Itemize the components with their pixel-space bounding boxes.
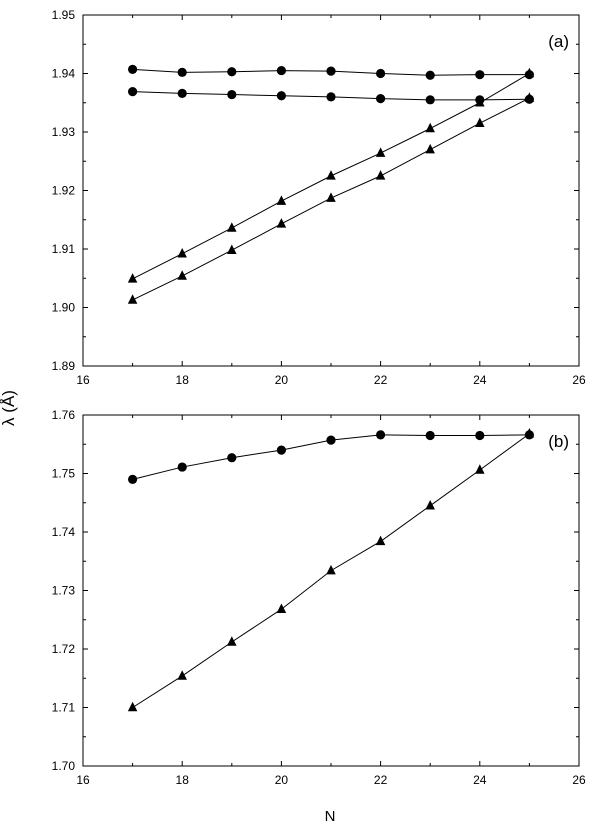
x-tick-label: 18 <box>176 373 190 387</box>
data-point-triangle <box>425 499 435 510</box>
data-point-triangle <box>375 147 386 157</box>
data-point-circle <box>227 453 237 463</box>
data-point-circle <box>326 435 336 445</box>
data-point-circle <box>276 65 286 76</box>
data-point-triangle <box>276 603 287 614</box>
x-tick-label: 22 <box>374 373 388 387</box>
y-tick-label: 1.92 <box>52 184 76 198</box>
data-point-triangle <box>276 195 287 205</box>
data-point-circle <box>128 474 138 484</box>
data-point-triangle <box>326 564 336 575</box>
data-point-triangle <box>524 92 535 102</box>
x-tick-label: 26 <box>572 373 586 387</box>
x-tick-label: 20 <box>275 373 289 387</box>
data-point-circle <box>425 70 435 80</box>
y-tick-label: 1.70 <box>52 759 76 773</box>
data-point-triangle <box>475 117 485 128</box>
data-point-circle <box>227 89 237 100</box>
data-point-triangle <box>326 170 336 180</box>
data-point-circle <box>177 88 187 98</box>
y-axis-label: λ (Å) <box>0 390 18 426</box>
data-point-circle <box>128 64 138 75</box>
y-tick-label: 1.73 <box>52 584 76 598</box>
x-tick-label: 24 <box>473 773 487 787</box>
y-tick-label: 1.76 <box>52 408 76 422</box>
y-tick-label: 1.91 <box>52 242 76 256</box>
data-point-triangle <box>475 97 485 107</box>
data-point-triangle <box>227 244 237 254</box>
data-point-triangle <box>524 67 535 78</box>
data-point-circle <box>376 68 386 79</box>
data-point-circle <box>227 67 237 77</box>
x-tick-label: 24 <box>473 373 487 387</box>
data-point-circle <box>128 87 138 97</box>
data-point-triangle <box>177 670 187 680</box>
x-axis-label: N <box>325 808 336 825</box>
data-point-triangle <box>127 294 138 304</box>
y-tick-label: 1.90 <box>52 301 76 315</box>
data-point-circle <box>376 430 386 440</box>
data-point-triangle <box>177 247 187 258</box>
data-point-triangle <box>375 535 386 546</box>
data-point-triangle <box>127 701 138 712</box>
x-tick-label: 16 <box>76 373 90 387</box>
data-point-triangle <box>276 218 287 228</box>
panel-label: (a) <box>548 32 569 51</box>
data-point-triangle <box>425 122 435 133</box>
data-point-triangle <box>375 170 386 180</box>
y-tick-label: 1.93 <box>52 125 76 139</box>
data-point-circle <box>177 462 187 472</box>
y-tick-label: 1.72 <box>52 642 76 656</box>
data-point-triangle <box>524 428 535 438</box>
data-point-circle <box>425 95 435 105</box>
plot-frame <box>82 414 580 767</box>
data-point-circle <box>376 94 386 104</box>
panel-b: 16 18 20 22 24 26 1.70 1.71 1.72 1.73 1.74 1.75 1.76… <box>52 408 586 787</box>
data-point-triangle <box>127 273 138 283</box>
x-tick-label: 26 <box>572 773 586 787</box>
y-tick-label: 1.89 <box>52 359 76 373</box>
data-point-triangle <box>227 636 237 646</box>
y-tick-label: 1.95 <box>52 8 76 22</box>
data-point-triangle <box>425 143 435 154</box>
data-point-circle <box>475 430 485 441</box>
x-tick-label: 18 <box>176 773 190 787</box>
data-point-circle <box>425 430 435 441</box>
y-tick-label: 1.94 <box>52 67 76 81</box>
data-point-triangle <box>177 270 187 280</box>
data-point-circle <box>475 70 485 80</box>
y-tick-label: 1.71 <box>52 701 76 715</box>
y-tick-label: 1.75 <box>52 467 76 481</box>
data-point-circle <box>276 445 286 455</box>
data-point-circle <box>326 66 336 76</box>
data-point-circle <box>177 67 187 77</box>
data-point-circle <box>276 91 286 101</box>
data-point-triangle <box>475 464 485 474</box>
y-tick-label: 1.74 <box>52 525 76 539</box>
panel-label: (b) <box>548 432 569 451</box>
x-tick-label: 20 <box>275 773 289 787</box>
data-point-triangle <box>227 222 237 232</box>
x-tick-label: 22 <box>374 773 388 787</box>
panel-a: 16 18 20 22 24 26 1.89 1.90 1.91 1.92 1.93 1.94 1.95… <box>52 8 586 387</box>
data-point-circle <box>326 92 336 102</box>
data-point-triangle <box>326 192 336 202</box>
x-tick-label: 16 <box>76 773 90 787</box>
